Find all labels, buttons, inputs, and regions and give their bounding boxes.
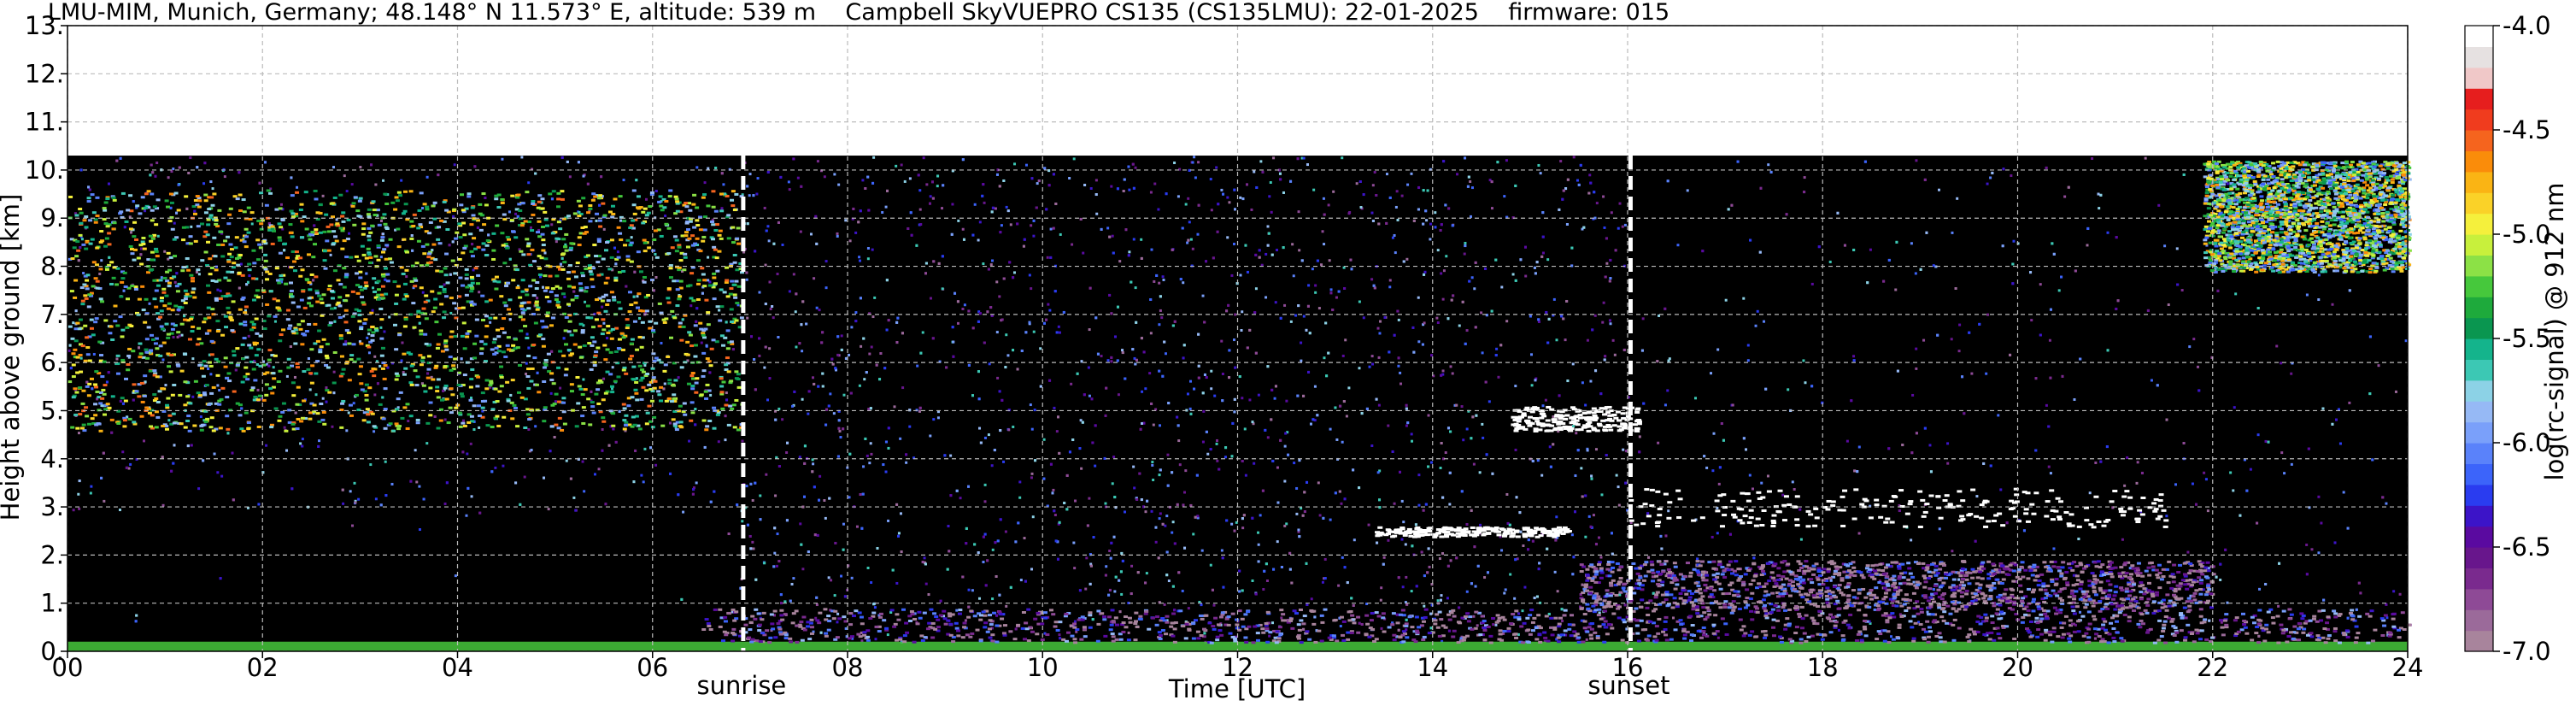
x-tick-label: 14 [1417, 653, 1448, 682]
noise-speckle [67, 156, 2408, 644]
x-axis-label: Time [UTC] [1168, 674, 1306, 703]
colorbar-tick-label: -5.5 [2503, 324, 2551, 353]
layer-cirrus-4 [2203, 160, 2412, 274]
colorbar-swatch [2465, 609, 2493, 632]
colorbar-tick-label: -7.0 [2503, 637, 2551, 666]
layer-boundary-layer-aerosol-1 [701, 608, 2412, 644]
colorbar-swatch [2465, 359, 2493, 381]
colorbar-tick-label: -5.0 [2503, 220, 2551, 249]
colorbar-swatch [2465, 568, 2493, 590]
colorbar-tick-label: -4.5 [2503, 115, 2551, 144]
y-tick-label: 1. [40, 589, 64, 618]
y-tick-label: 11. [25, 108, 64, 137]
layer-cloud-layer-7 [1511, 405, 1642, 432]
x-tick-label: 24 [2392, 653, 2424, 682]
colorbar-swatch [2465, 67, 2493, 89]
y-tick-label: 12. [25, 59, 64, 88]
x-tick-label: 06 [637, 653, 668, 682]
colorbar-swatch [2465, 484, 2493, 506]
colorbar-swatch [2465, 275, 2493, 297]
colorbar-swatch [2465, 317, 2493, 339]
colorbar-label: log(rc-signal) @ 912 nm [2540, 183, 2569, 481]
colorbar-swatch [2465, 297, 2493, 319]
colorbar-swatch [2465, 46, 2493, 68]
colorbar-tick-label: -6.5 [2503, 532, 2551, 562]
y-tick-label: 5. [40, 396, 64, 425]
y-tick-label: 2. [40, 540, 64, 569]
sunrise-label: sunrise [696, 671, 786, 700]
x-tick-label: 10 [1027, 653, 1059, 682]
y-tick-label: 7. [40, 300, 64, 329]
colorbar-swatch [2465, 588, 2493, 610]
y-tick-label: 8. [40, 252, 64, 281]
x-tick-label: 04 [442, 653, 473, 682]
colorbar-swatch [2465, 443, 2493, 464]
data-layer [67, 156, 2412, 651]
layer-cloud-layer-5 [1375, 526, 1572, 538]
colorbar-swatch [2465, 630, 2493, 652]
colorbar-tick-label: -4.0 [2503, 11, 2551, 40]
x-tick-label: 20 [2002, 653, 2033, 682]
y-tick-label: 10. [25, 156, 64, 185]
annotations: sunrise sunset [696, 156, 1670, 700]
y-tick-label: 4. [40, 444, 64, 474]
colorbar-swatch [2465, 463, 2493, 485]
layer-boundary-layer-aerosol-2 [1579, 560, 2216, 611]
layer-cirrus-3 [67, 189, 745, 432]
colorbar-swatch [2465, 26, 2493, 47]
x-tick-label: 16 [1612, 653, 1644, 682]
colorbar-swatch [2465, 88, 2493, 110]
x-tick-label: 02 [247, 653, 279, 682]
y-tick-label: 0. [40, 637, 64, 666]
colorbar-swatch [2465, 547, 2493, 568]
colorbar-swatch [2465, 421, 2493, 444]
colorbar-swatch [2465, 338, 2493, 360]
layer-surface-layer-0 [67, 641, 2408, 651]
colorbar-swatch [2465, 171, 2493, 193]
y-tick-label: 3. [40, 492, 64, 521]
colorbar-swatch [2465, 150, 2493, 173]
x-tick-label: 18 [1807, 653, 1839, 682]
layer-cloud-layer-6 [1628, 487, 2169, 529]
axes: 00 02 04 06 08 10 12 14 16 18 20 22 24 0. 1. 2. 3. 4. 5. 6.… [25, 11, 2424, 682]
colorbar-swatch [2465, 109, 2493, 131]
y-tick-label: 13. [25, 11, 64, 40]
y-tick-label: 6. [40, 348, 64, 377]
sunset-label: sunset [1587, 671, 1669, 700]
colorbar-swatch [2465, 192, 2493, 215]
colorbar-swatch [2465, 526, 2493, 548]
x-tick-label: 22 [2197, 653, 2228, 682]
y-axis-label: Height above ground [km] [0, 194, 25, 521]
colorbar-swatch [2465, 213, 2493, 235]
colorbar-swatch [2465, 401, 2493, 423]
x-tick-label: 00 [52, 653, 84, 682]
colorbar-swatch [2465, 255, 2493, 277]
colorbar-tick-label: -6.0 [2503, 428, 2551, 457]
x-tick-label: 12 [1222, 653, 1253, 682]
x-tick-label: 08 [832, 653, 864, 682]
colorbar-swatch [2465, 130, 2493, 151]
y-tick-label: 9. [40, 203, 64, 232]
chart-title: LMU-MIM, Munich, Germany; 48.148° N 11.5… [48, 0, 1669, 26]
colorbar-swatch [2465, 379, 2493, 402]
colorbar-swatch [2465, 505, 2493, 527]
colorbar-swatch [2465, 234, 2493, 256]
colorbar: -4.0 -4.5 -5.0 -5.5 -6.0 -6.5 -7.0 [2464, 11, 2551, 666]
